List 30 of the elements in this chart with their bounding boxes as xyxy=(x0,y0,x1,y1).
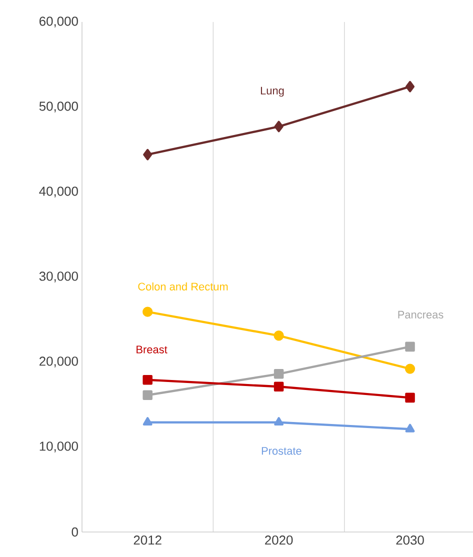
y-tick-label: 0 xyxy=(72,527,78,537)
y-tick-label: 20,000 xyxy=(40,356,78,368)
point xyxy=(274,417,284,426)
point xyxy=(405,80,415,92)
point xyxy=(142,306,153,317)
text: Prostate xyxy=(262,447,302,455)
point xyxy=(405,392,415,403)
point xyxy=(274,369,284,379)
text: Pancreas xyxy=(398,310,444,319)
y-tick-label: 60,000 xyxy=(40,16,78,28)
point xyxy=(274,120,284,132)
y-tick-label: 40,000 xyxy=(39,186,78,198)
text: Lung xyxy=(260,86,284,97)
point xyxy=(274,382,284,392)
x-tick-label: 2020 xyxy=(265,536,293,545)
y-tick-label: 30,000 xyxy=(39,272,78,282)
y-tick-label: 50,000 xyxy=(39,102,78,112)
x-tick-label: 2012 xyxy=(134,536,162,545)
y-tick-label: 10,000 xyxy=(40,442,78,452)
point xyxy=(404,364,416,374)
x-tick-label: 2030 xyxy=(396,536,424,545)
point xyxy=(142,417,152,426)
point xyxy=(143,148,152,160)
point xyxy=(274,330,284,341)
point xyxy=(142,390,152,400)
point xyxy=(405,424,415,432)
text: Breast xyxy=(136,346,168,354)
point xyxy=(142,374,152,385)
point xyxy=(405,342,415,352)
series-label: Colon and Rectum xyxy=(138,282,228,290)
